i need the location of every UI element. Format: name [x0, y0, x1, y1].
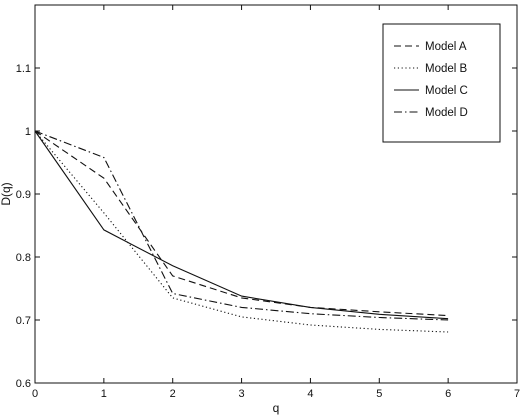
x-tick-label: 3 — [239, 388, 245, 400]
y-tick-label: 1.1 — [16, 63, 31, 75]
x-tick-label: 7 — [514, 388, 520, 400]
legend-label: Model C — [425, 85, 468, 97]
legend-label: Model D — [425, 107, 468, 119]
y-tick-label: 0.9 — [16, 189, 31, 201]
series-line-model-d — [34, 130, 449, 321]
series-line-model-a — [34, 130, 449, 317]
legend-box — [382, 23, 501, 143]
y-axis-label: D(q) — [0, 182, 13, 205]
legend-label: Model B — [425, 63, 468, 75]
x-tick-label: 1 — [101, 388, 107, 400]
x-tick-label: 0 — [32, 388, 38, 400]
x-axis-label: q — [273, 401, 280, 415]
legend: Model A Model B Model C Model D — [382, 23, 501, 143]
legend-label: Model A — [425, 41, 467, 53]
x-axis: 0 1 2 3 4 5 6 7 — [32, 5, 520, 400]
x-tick-label: 2 — [170, 388, 176, 400]
series-lines — [34, 130, 449, 333]
series-line-model-b — [34, 130, 449, 333]
x-tick-label: 6 — [445, 388, 451, 400]
y-tick-label: 0.8 — [16, 252, 31, 264]
series-line-model-c — [34, 130, 449, 320]
x-tick-label: 4 — [307, 388, 313, 400]
y-tick-label: 0.7 — [16, 315, 31, 327]
y-tick-label: 0.6 — [16, 378, 31, 390]
y-axis: 0.6 0.7 0.8 0.9 1 1.1 — [16, 63, 517, 390]
x-tick-label: 5 — [376, 388, 382, 400]
y-tick-label: 1 — [25, 126, 31, 138]
